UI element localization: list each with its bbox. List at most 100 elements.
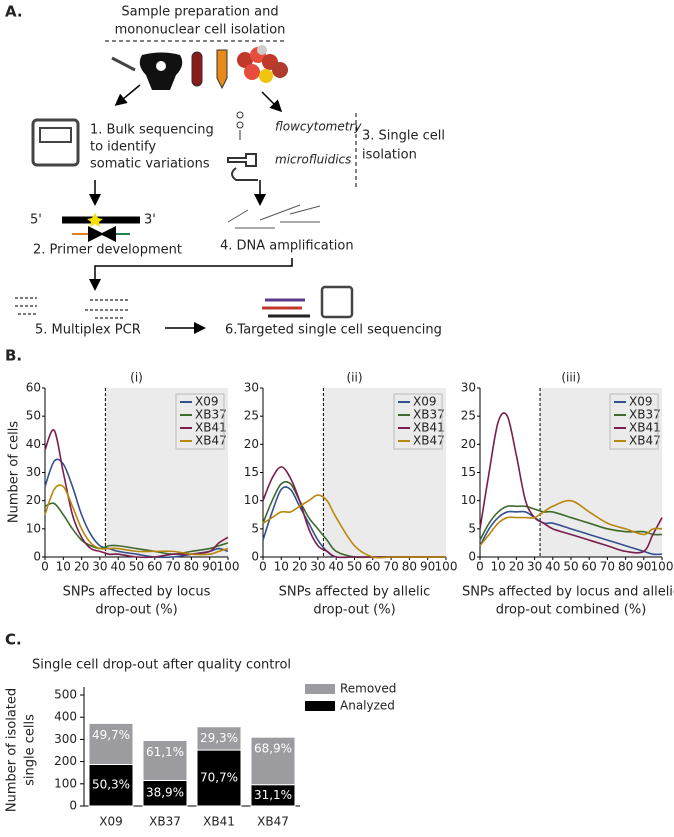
- legend-label: X09: [413, 395, 437, 409]
- step-text: Sample preparation and: [121, 5, 278, 20]
- x-tick-label: 70: [165, 560, 180, 574]
- legend-box: [609, 393, 659, 450]
- bar-segment: [142, 779, 188, 807]
- series-line: [44, 484, 229, 556]
- x-tick-label: 90: [420, 560, 435, 574]
- x-tick-label: 50: [129, 560, 144, 574]
- y-tick-label: 0: [33, 550, 41, 564]
- x-tick-label: 10: [274, 560, 289, 574]
- y-tick-label: 100: [54, 776, 77, 790]
- legend-label: Analyzed: [340, 699, 395, 713]
- step-text: somatic variations: [90, 157, 210, 172]
- x-tick-label: 0: [476, 560, 484, 574]
- strand-end: 5': [30, 213, 42, 228]
- series-line: [479, 510, 663, 556]
- legend-label: Removed: [340, 682, 396, 696]
- series-line: [44, 502, 229, 555]
- x-tick-label: 60: [365, 560, 380, 574]
- x-axis-title: SNPs affected by locus and allelic: [462, 585, 674, 600]
- bar-label: 50,3%: [92, 778, 130, 792]
- chart-title: (i): [130, 371, 143, 385]
- step-text: 6.Targeted single cell sequencing: [225, 323, 442, 338]
- x-tick-label: 20: [292, 560, 307, 574]
- x-axis-title: SNPs affected by allelic: [279, 585, 431, 600]
- bar-label: 38,9%: [146, 786, 184, 800]
- method-text: microfluidics: [275, 153, 351, 167]
- step-text: 4. DNA amplification: [220, 239, 354, 254]
- y-tick-label: 15: [461, 465, 476, 479]
- panel-label: C.: [5, 631, 22, 649]
- x-tick-label: 50: [347, 560, 362, 574]
- y-tick-label: 200: [54, 754, 77, 768]
- legend-label: XB37: [629, 408, 661, 422]
- bar-label: 70,7%: [200, 771, 238, 785]
- x-tick-label: 30: [527, 560, 542, 574]
- legend-label: XB47: [629, 434, 661, 448]
- y-tick-label: 0: [468, 550, 476, 564]
- x-tick-label: 60: [582, 560, 597, 574]
- y-tick-label: 0: [69, 799, 77, 813]
- y-tick-label: 40: [26, 437, 41, 451]
- arrows: [89, 84, 293, 334]
- legend-label: XB41: [195, 421, 227, 435]
- bar-segment: [88, 722, 134, 765]
- y-tick-label: 10: [244, 493, 259, 507]
- x-tick-label: 70: [600, 560, 615, 574]
- x-tick-label: X09: [99, 815, 123, 829]
- panel-label: B.: [5, 347, 22, 365]
- x-tick-label: 80: [618, 560, 633, 574]
- y-tick-label: 20: [461, 437, 476, 451]
- step-text: 5. Multiplex PCR: [35, 323, 141, 338]
- chart-title: (iii): [561, 371, 580, 385]
- step-text: 2. Primer development: [33, 243, 182, 258]
- bar-label: 61,1%: [146, 745, 184, 759]
- x-tick-label: 40: [545, 560, 560, 574]
- panel-title: Single cell drop-out after quality contr…: [32, 658, 291, 673]
- x-tick-label: 60: [147, 560, 162, 574]
- x-tick-label: 70: [383, 560, 398, 574]
- step-text: isolation: [362, 148, 417, 163]
- chart-title: (ii): [346, 371, 362, 385]
- series-line: [262, 494, 446, 559]
- excluded-region: [105, 388, 228, 557]
- legend-label: XB41: [413, 421, 445, 435]
- y-tick-label: 20: [26, 493, 41, 507]
- y-axis-title: Number of cells: [7, 421, 22, 523]
- y-tick-label: 400: [54, 710, 77, 724]
- step-text: 1. Bulk sequencing: [90, 123, 214, 138]
- y-tick-label: 5: [468, 521, 476, 535]
- series-line: [479, 499, 663, 547]
- x-tick-label: XB47: [257, 815, 289, 829]
- bar-label: 49,7%: [92, 728, 130, 742]
- x-tick-label: XB41: [203, 815, 235, 829]
- y-tick-label: 15: [244, 465, 259, 479]
- axis: [479, 388, 662, 558]
- x-tick-label: 10: [491, 560, 506, 574]
- legend-label: XB47: [413, 434, 445, 448]
- y-tick-label: 0: [251, 550, 259, 564]
- x-tick-label: 100: [435, 560, 458, 574]
- x-tick-label: 80: [402, 560, 417, 574]
- x-tick-label: 80: [184, 560, 199, 574]
- y-tick-label: 500: [54, 688, 77, 702]
- y-tick-label: 25: [461, 409, 476, 423]
- y-tick-label: 300: [54, 732, 77, 746]
- bar-label: 29,3%: [200, 731, 238, 745]
- bar-label: 68,9%: [254, 742, 292, 756]
- x-tick-label: 50: [563, 560, 578, 574]
- y-tick-label: 50: [26, 409, 41, 423]
- legend-label: XB47: [195, 434, 227, 448]
- bar-segment: [142, 740, 188, 781]
- x-tick-label: 30: [310, 560, 325, 574]
- x-tick-label: 30: [92, 560, 107, 574]
- y-tick-label: 30: [26, 465, 41, 479]
- y-tick-label: 25: [244, 409, 259, 423]
- x-axis-title: drop-out (%): [313, 603, 395, 618]
- x-tick-label: XB37: [149, 815, 181, 829]
- x-axis-title: SNPs affected by locus: [63, 585, 211, 600]
- x-tick-label: 90: [636, 560, 651, 574]
- y-axis-title: Number of isolated: [5, 688, 20, 812]
- series-line: [479, 412, 663, 554]
- bar-label: 31,1%: [254, 788, 292, 802]
